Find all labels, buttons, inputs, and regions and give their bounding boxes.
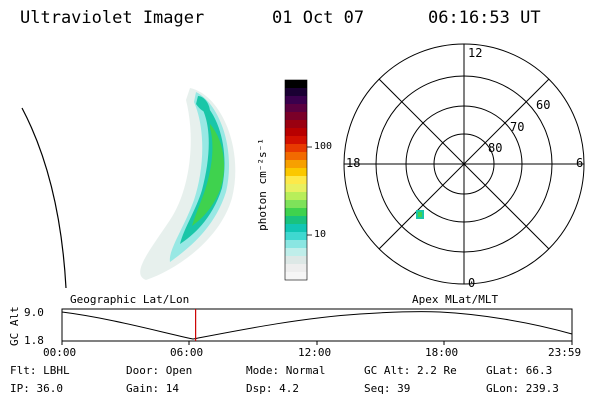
lat-label-70: 70 (510, 120, 525, 134)
mlt-label-0: 0 (468, 276, 476, 290)
colorbar-band (285, 200, 307, 209)
colorbar-band (285, 208, 307, 217)
lat-label-80: 80 (488, 141, 503, 155)
timeline-y-label: GC Alt (8, 306, 21, 346)
colorbar-tick-label-10: 10 (314, 229, 327, 240)
colorbar-band (285, 168, 307, 177)
colorbar-band (285, 88, 307, 97)
colorbar-band (285, 128, 307, 137)
date-label: 01 Oct 07 (272, 8, 365, 28)
colorbar-tick-label-100: 100 (314, 141, 333, 152)
status-seq: Seq: 39 (364, 382, 411, 395)
colorbar-frame (284, 79, 308, 281)
status-flt: Flt: LBHL (10, 364, 70, 377)
timeline-y-tick-min: 1.8 (24, 334, 44, 347)
polar-diagonal-b (378, 78, 550, 250)
timeline-left-caption: Geographic Lat/Lon (70, 293, 190, 306)
aurora-core (192, 124, 225, 226)
status-dsp: Dsp: 4.2 (246, 382, 299, 395)
timeline-y-tick-max: 9.0 (24, 306, 44, 319)
mlt-label-12: 12 (468, 46, 483, 60)
x-tick-1800: 18:00 (425, 346, 459, 359)
colorbar-band (285, 80, 307, 89)
colorbar-band (285, 264, 307, 273)
status-gc-alt: GC Alt: 2.2 Re (364, 364, 457, 377)
status-glon: GLon: 239.3 (486, 382, 559, 395)
status-gain: Gain: 14 (126, 382, 179, 395)
colorbar-band (285, 216, 307, 225)
colorbar-band (285, 240, 307, 249)
altitude-curve (61, 311, 573, 340)
colorbar-band (285, 104, 307, 113)
status-door: Door: Open (126, 364, 193, 377)
status-mode: Mode: Normal (246, 364, 326, 377)
colorbar-band (285, 184, 307, 193)
colorbar-band (285, 96, 307, 105)
colorbar-band (285, 176, 307, 185)
x-tick-0600: 06:00 (170, 346, 204, 359)
mlt-label-6: 6 (576, 156, 584, 170)
app-title: Ultraviolet Imager (20, 8, 205, 28)
earth-limb-line (21, 107, 67, 289)
colorbar-band (285, 136, 307, 145)
time-label: 06:16:53 UT (428, 8, 541, 28)
colorbar-band (285, 152, 307, 161)
colorbar-band (285, 232, 307, 241)
colorbar-band (285, 192, 307, 201)
lat-label-60: 60 (536, 98, 551, 112)
status-glat: GLat: 66.3 (486, 364, 553, 377)
colorbar-band (285, 248, 307, 257)
colorbar-band (285, 256, 307, 265)
status-ip: IP: 36.0 (10, 382, 63, 395)
mlt-label-18: 18 (346, 156, 361, 170)
timeline-right-caption: Apex MLat/MLT (412, 293, 499, 306)
colorbar-gradient (285, 80, 307, 281)
colorbar-band (285, 160, 307, 169)
colorbar-band (285, 112, 307, 121)
x-tick-2359: 23:59 (548, 346, 582, 359)
colorbar-band (285, 120, 307, 129)
colorbar-band (285, 272, 307, 281)
colorbar-band (285, 224, 307, 233)
colorbar-band (285, 144, 307, 153)
x-tick-0000: 00:00 (43, 346, 77, 359)
x-tick-1200: 12:00 (298, 346, 332, 359)
timeline-frame (61, 308, 573, 342)
